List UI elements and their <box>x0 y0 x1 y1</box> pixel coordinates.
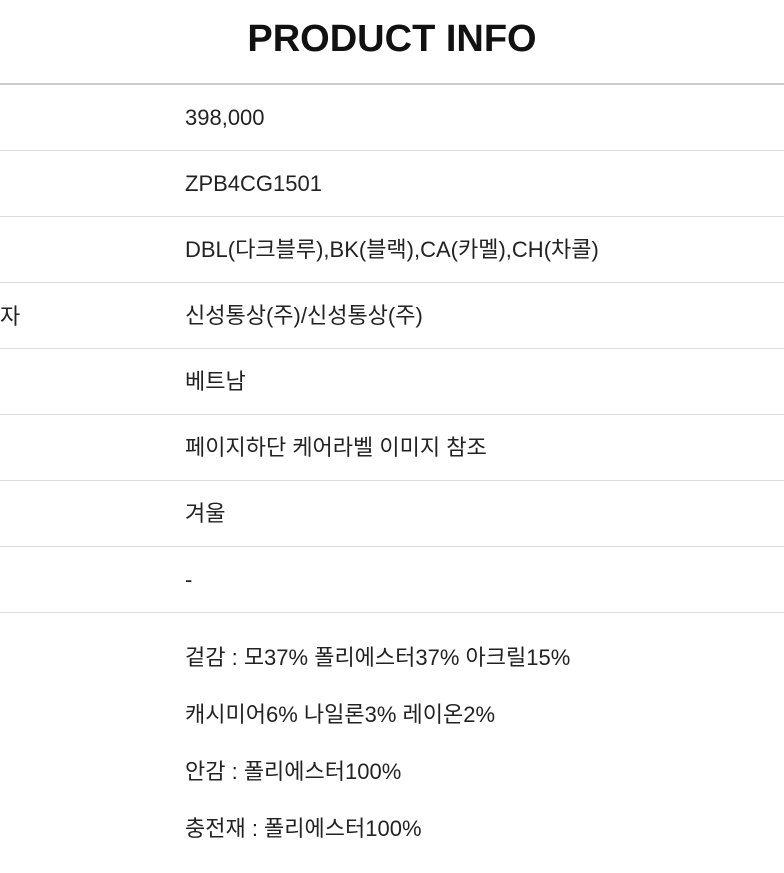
label-cell <box>0 84 185 151</box>
value-cell: 겨울 <box>185 481 784 547</box>
label-cell <box>0 151 185 217</box>
table-row: 겨울 <box>0 481 784 547</box>
value-cell: 신성통상(주)/신성통상(주) <box>185 283 784 349</box>
table-row: 베트남 <box>0 349 784 415</box>
value-cell: 페이지하단 케어라벨 이미지 참조 <box>185 415 784 481</box>
label-cell <box>0 217 185 283</box>
material-line: 안감 : 폴리에스터100% <box>185 743 784 800</box>
table-row: 398,000 <box>0 84 784 151</box>
value-cell-materials: 겉감 : 모37% 폴리에스터37% 아크릴15% 캐시미어6% 나일론3% 레… <box>185 613 784 873</box>
value-cell: ZPB4CG1501 <box>185 151 784 217</box>
table-row: - <box>0 547 784 613</box>
value-cell: 베트남 <box>185 349 784 415</box>
material-line: 충전재 : 폴리에스터100% <box>185 800 784 857</box>
table-row: DBL(다크블루),BK(블랙),CA(카멜),CH(차콜) <box>0 217 784 283</box>
label-cell <box>0 613 185 873</box>
value-cell: DBL(다크블루),BK(블랙),CA(카멜),CH(차콜) <box>185 217 784 283</box>
page-title: PRODUCT INFO <box>0 18 784 61</box>
label-cell <box>0 481 185 547</box>
material-line: 겉감 : 모37% 폴리에스터37% 아크릴15% <box>185 629 784 686</box>
table-row: 페이지하단 케어라벨 이미지 참조 <box>0 415 784 481</box>
value-cell: - <box>185 547 784 613</box>
table-row: 자 신성통상(주)/신성통상(주) <box>0 283 784 349</box>
table-row-materials: 겉감 : 모37% 폴리에스터37% 아크릴15% 캐시미어6% 나일론3% 레… <box>0 613 784 873</box>
material-line: 캐시미어6% 나일론3% 레이온2% <box>185 686 784 743</box>
label-cell <box>0 349 185 415</box>
table-row: ZPB4CG1501 <box>0 151 784 217</box>
label-cell <box>0 415 185 481</box>
product-info-container: PRODUCT INFO 398,000 ZPB4CG1501 DBL(다크블루… <box>0 0 784 873</box>
label-cell <box>0 547 185 613</box>
label-cell: 자 <box>0 283 185 349</box>
value-cell: 398,000 <box>185 84 784 151</box>
product-info-table: 398,000 ZPB4CG1501 DBL(다크블루),BK(블랙),CA(카… <box>0 83 784 873</box>
